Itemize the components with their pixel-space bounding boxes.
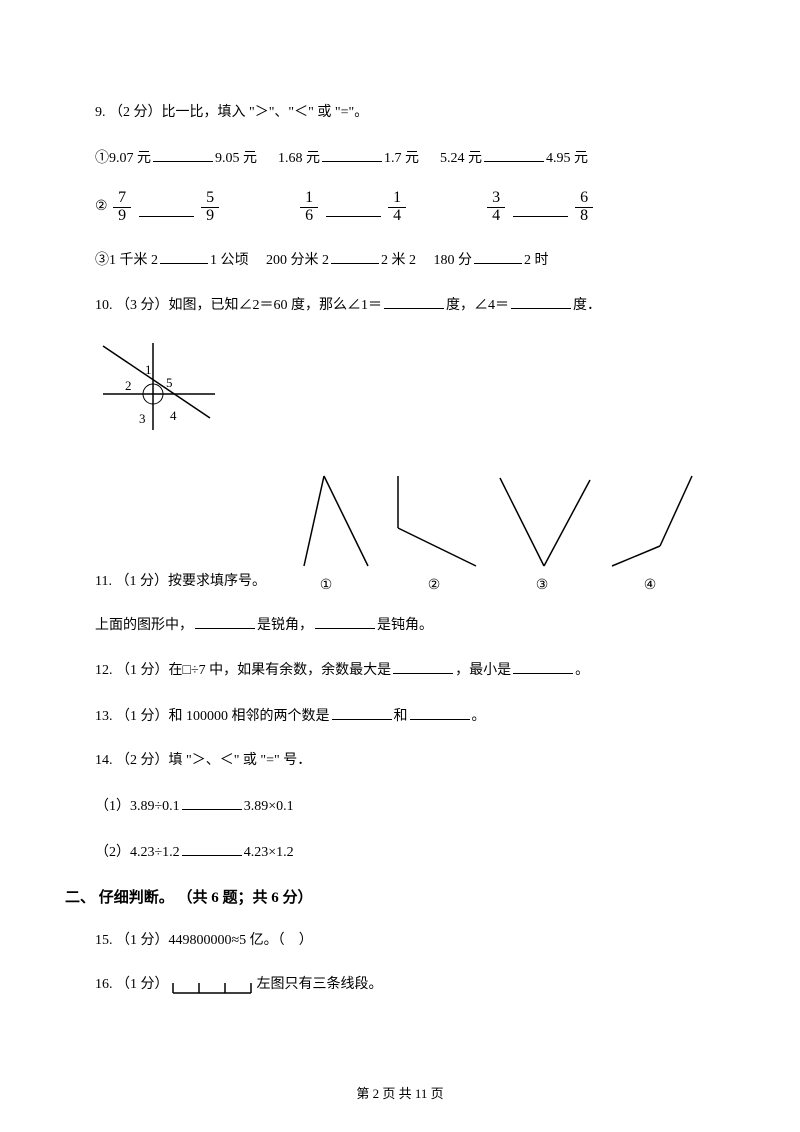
q9-r1-idx: ① (95, 151, 109, 166)
q10-t1: 10. （3 分）如图，已知∠2＝60 度，那么∠1＝ (95, 298, 382, 313)
q14-t: 14. （2 分）填 "＞、＜" 或 "=" 号． (95, 753, 311, 768)
section2-title: 二、 仔细判断。 （共 6 题；共 6 分） (65, 884, 725, 913)
q9-stem: 9. （2 分）比一比，填入 "＞"、"＜" 或 "="。 (95, 100, 725, 127)
q14-s2b: 4.23×1.2 (244, 845, 294, 860)
q9-r3-a2: 1 公顷 (210, 253, 249, 268)
q16-diagram (169, 975, 257, 997)
svg-text:2: 2 (125, 378, 132, 393)
q11: 11. （1 分）按要求填序号。 ①②③④ (95, 468, 725, 600)
page: 9. （2 分）比一比，填入 "＞"、"＜" 或 "="。 ①9.07 元 9.0… (0, 0, 800, 1132)
frac: 14 (388, 190, 406, 225)
blank[interactable] (322, 145, 382, 162)
blank[interactable] (331, 247, 379, 264)
q12-a: 12. （1 分）在□÷7 中，如果有余数，余数最大是 (95, 663, 391, 678)
q9-r1-a2: 9.05 元 (215, 151, 257, 166)
svg-text:4: 4 (170, 408, 177, 423)
q10-t3: 度． (573, 298, 601, 313)
blank[interactable] (484, 145, 544, 162)
q9-r1-c1: 5.24 元 (440, 151, 482, 166)
q9-r3-c2: 2 时 (524, 253, 549, 268)
q14-s1a: （1）3.89÷0.1 (95, 799, 180, 814)
frac: 34 (487, 190, 505, 225)
q9-r1-b2: 1.7 元 (384, 151, 419, 166)
blank[interactable] (474, 247, 522, 264)
q13-b: 和 (394, 709, 408, 724)
q9-r3-b1: 200 分米 2 (266, 253, 329, 268)
q11-l2a: 上面的图形中， (95, 618, 193, 633)
svg-text:1: 1 (145, 362, 152, 377)
blank[interactable] (384, 292, 444, 309)
q16-a: 16. （1 分） (95, 972, 169, 999)
q9-r1-c2: 4.95 元 (546, 151, 588, 166)
blank[interactable] (182, 839, 242, 856)
q9-m1: "、" (269, 105, 294, 120)
q10-diagram: 12 5 3 4 (95, 338, 725, 438)
q9-sfx: "。 (349, 105, 369, 120)
q10-t2: 度，∠4＝ (446, 298, 509, 313)
blank[interactable] (326, 200, 381, 217)
q12-c: 。 (575, 663, 589, 678)
q11-text: 11. （1 分）按要求填序号。 (95, 569, 266, 600)
blank[interactable] (139, 200, 194, 217)
blank[interactable] (410, 703, 470, 720)
frac: 59 (201, 190, 219, 225)
q12: 12. （1 分）在□÷7 中，如果有余数，余数最大是 ，最小是 。 (95, 657, 725, 685)
q9-eq: = (341, 105, 349, 120)
q9-gt: ＞ (255, 105, 269, 120)
q9-r3-c1: 180 分 (434, 253, 473, 268)
q9-row1: ①9.07 元 9.05 元 1.68 元 1.7 元 5.24 元 4.95 元 (95, 145, 725, 173)
q15: 15. （1 分）449800000≈5 亿。（ ） (95, 928, 725, 955)
q13: 13. （1 分）和 100000 相邻的两个数是 和 。 (95, 703, 725, 731)
q9-r1-b1: 1.68 元 (278, 151, 320, 166)
q15-a: 15. （1 分）449800000≈5 亿。（ (95, 933, 285, 948)
frac: 16 (300, 190, 318, 225)
q12-b: ，最小是 (455, 663, 511, 678)
svg-text:5: 5 (166, 375, 173, 390)
blank[interactable] (153, 145, 213, 162)
blank[interactable] (513, 200, 568, 217)
q14-s1b: 3.89×0.1 (244, 799, 294, 814)
blank[interactable] (182, 793, 242, 810)
q9-r1-a1: 9.07 元 (109, 151, 151, 166)
q14-s2: （2）4.23÷1.2 4.23×1.2 (95, 839, 725, 867)
q11-line2: 上面的图形中， 是锐角， 是钝角。 (95, 612, 725, 640)
q10-stem: 10. （3 分）如图，已知∠2＝60 度，那么∠1＝ 度，∠4＝ 度． (95, 292, 725, 320)
q11-l2c: 是钝角。 (377, 618, 433, 633)
q9-row3: ③1 千米 2 1 公顷 200 分米 2 2 米 2 180 分 2 时 (95, 247, 725, 275)
frac: 79 (113, 190, 131, 225)
q11-figures: ①②③④ (276, 468, 700, 600)
q14-stem: 14. （2 分）填 "＞、＜" 或 "=" 号． (95, 748, 725, 775)
q9-r3-b2: 2 米 2 (381, 253, 416, 268)
q9-t1: 9. （2 分）比一比，填入 " (95, 105, 255, 120)
blank[interactable] (332, 703, 392, 720)
blank[interactable] (393, 657, 453, 674)
q13-a: 13. （1 分）和 100000 相邻的两个数是 (95, 709, 330, 724)
blank[interactable] (511, 292, 571, 309)
blank[interactable] (195, 612, 255, 629)
q16: 16. （1 分） 左图只有三条线段。 (95, 972, 725, 999)
q11-l2b: 是锐角， (257, 618, 313, 633)
q9-r3-idx: ③ (95, 253, 109, 268)
q14-s1: （1）3.89÷0.1 3.89×0.1 (95, 793, 725, 821)
blank[interactable] (315, 612, 375, 629)
q13-c: 。 (472, 709, 486, 724)
q9-lt: ＜ (294, 105, 308, 120)
q9-row2: ② 79 59 16 14 34 68 (95, 190, 725, 225)
frac: 68 (575, 190, 593, 225)
q9-r2-idx: ② (95, 199, 108, 214)
q14-s2a: （2）4.23÷1.2 (95, 845, 180, 860)
q15-b: ） (299, 933, 313, 948)
blank[interactable] (513, 657, 573, 674)
page-footer: 第 2 页 共 11 页 (0, 1082, 800, 1107)
svg-text:3: 3 (139, 411, 146, 426)
q16-b: 左图只有三条线段。 (257, 972, 383, 999)
q9-r3-a1: 1 千米 2 (109, 253, 158, 268)
blank[interactable] (160, 247, 208, 264)
q9-m2: " 或 " (308, 105, 340, 120)
